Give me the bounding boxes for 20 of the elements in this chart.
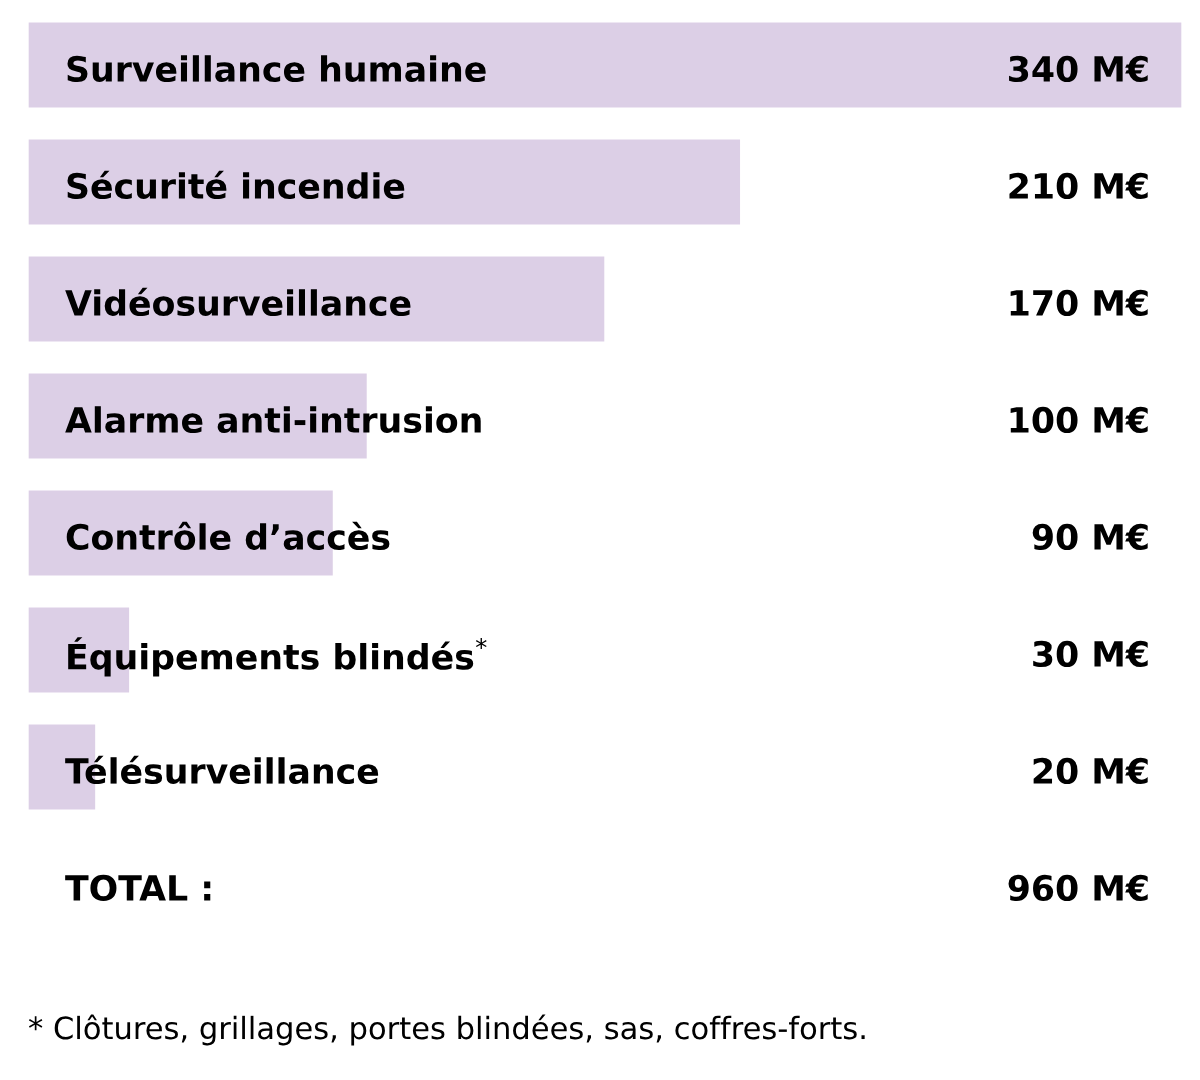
data-label: 90 M€: [1032, 523, 1148, 551]
data-label: 340 M€: [1009, 55, 1148, 83]
y-tick-label: Surveillance humaine: [67, 55, 486, 83]
y-tick-label: Sécurité incendie: [67, 170, 405, 200]
data-label: 30 M€: [1033, 640, 1148, 668]
y-tick-label: Contrôle d’accès: [66, 521, 390, 551]
text: TOTAL :: [65, 874, 211, 902]
y-tick-label: Alarme anti-intrusion: [65, 406, 481, 434]
text: 960 M€: [1008, 874, 1148, 902]
y-tick-label: Télésurveillance: [65, 755, 379, 785]
bar: [28, 138, 742, 226]
y-tick-label: Vidéosurveillance: [65, 287, 411, 317]
data-label: 170 M€: [1010, 289, 1148, 317]
bar: [28, 255, 606, 343]
data-label: 20 M€: [1033, 757, 1148, 785]
data-label: 100 M€: [1010, 406, 1148, 434]
y-tick-label: Équipements blindés$^{*}$: [68, 637, 487, 677]
bar: [28, 21, 1182, 109]
data-label: 210 M€: [1009, 172, 1148, 200]
text: * Clôtures, grillages, portes blindées, sas, coffres-forts.: [28, 1014, 865, 1046]
